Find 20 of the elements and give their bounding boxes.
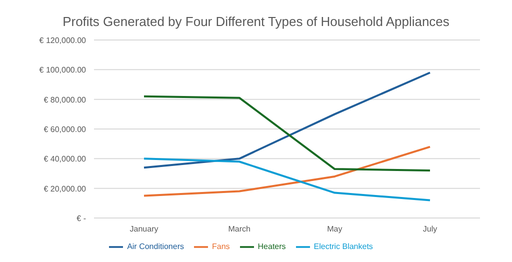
y-tick-label: € 40,000.00 bbox=[44, 154, 87, 164]
y-tick-label: € 120,000.00 bbox=[39, 36, 87, 45]
legend-label: Heaters bbox=[258, 242, 286, 252]
y-tick-label: € - bbox=[76, 214, 86, 223]
line-series bbox=[143, 95, 431, 172]
y-tick-label: € 100,000.00 bbox=[39, 66, 87, 75]
x-tick-label: January bbox=[130, 224, 158, 234]
x-tick-label: July bbox=[422, 224, 438, 234]
x-tick-label: March bbox=[228, 224, 250, 234]
legend-label: Electric Blankets bbox=[314, 242, 373, 252]
x-tick-label: May bbox=[327, 224, 342, 234]
legend-label: Fans bbox=[212, 242, 230, 252]
y-tick-label: € 60,000.00 bbox=[44, 125, 87, 134]
chart-title: Profits Generated by Four Different Types of Household Appliances bbox=[62, 13, 450, 31]
y-tick-label: € 20,000.00 bbox=[44, 184, 87, 194]
y-tick-label: € 80,000.00 bbox=[44, 95, 87, 104]
line-series bbox=[143, 146, 431, 197]
line-series bbox=[143, 72, 431, 169]
legend-label: Air Conditioners bbox=[127, 242, 184, 252]
line-series bbox=[143, 158, 431, 202]
